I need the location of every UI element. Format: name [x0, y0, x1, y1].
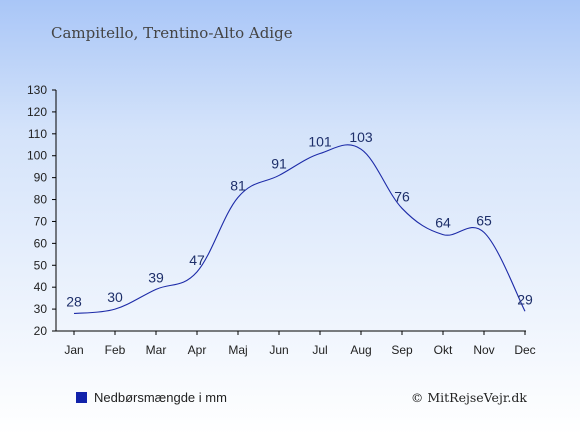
y-tick-label: 50: [34, 258, 48, 272]
data-label: 64: [435, 215, 451, 231]
x-tick-label: Jan: [64, 343, 83, 357]
chart-title: Campitello, Trentino-Alto Adige: [51, 24, 293, 42]
axes: 20 30 40 50 60 70 80 90 100 110 120 130 Jan Feb Mar Apr…: [27, 83, 536, 357]
data-label: 81: [230, 177, 246, 193]
x-tick-label: Aug: [350, 343, 371, 357]
x-tick-label: Jun: [269, 343, 288, 357]
y-tick-label: 120: [27, 105, 47, 119]
data-label: 28: [66, 293, 82, 309]
plot-area: 28 30 39 47 81 91 101 103 76 64 65 29: [66, 129, 533, 315]
x-tick-label: Apr: [188, 343, 207, 357]
x-tick-label: Maj: [228, 343, 247, 357]
data-label: 39: [148, 269, 164, 285]
y-tick-label: 20: [34, 324, 48, 338]
y-tick-label: 40: [34, 280, 48, 294]
y-tick-label: 70: [34, 214, 48, 228]
y-tick-label: 90: [34, 171, 48, 185]
x-tick-label: Jul: [312, 343, 327, 357]
data-label: 76: [394, 188, 410, 204]
x-tick-label: Nov: [473, 343, 494, 357]
series-line: [73, 144, 526, 315]
data-label: 30: [107, 289, 123, 305]
x-tick-label: Mar: [146, 343, 167, 357]
legend-swatch: [76, 392, 87, 403]
x-tick-label: Dec: [514, 343, 535, 357]
credit-text: © MitRejseVejr.dk: [411, 390, 528, 405]
y-tick-label: 100: [27, 149, 47, 163]
y-tick-label: 30: [34, 302, 48, 316]
legend-label: Nedbørsmængde i mm: [94, 390, 227, 405]
x-tick-label: Okt: [434, 343, 453, 357]
data-label: 91: [271, 155, 287, 171]
data-label: 65: [476, 212, 492, 228]
data-label: 103: [349, 129, 373, 145]
x-tick-label: Feb: [105, 343, 126, 357]
y-tick-label: 60: [34, 236, 48, 250]
y-tick-label: 130: [27, 83, 47, 97]
y-tick-label: 80: [34, 193, 48, 207]
data-label: 101: [308, 134, 332, 150]
data-label: 29: [517, 291, 533, 307]
x-tick-label: Sep: [391, 343, 413, 357]
data-label: 47: [189, 252, 205, 268]
legend: Nedbørsmængde i mm: [76, 390, 227, 405]
y-tick-label: 110: [28, 127, 47, 141]
